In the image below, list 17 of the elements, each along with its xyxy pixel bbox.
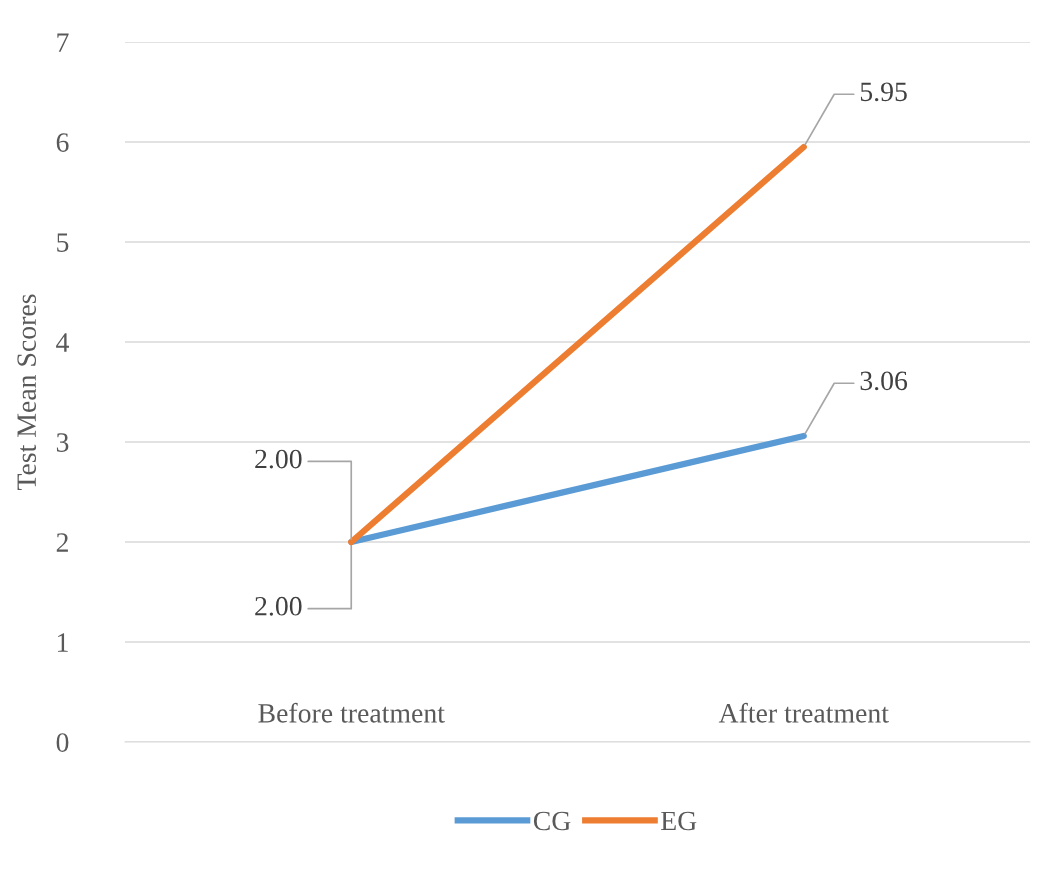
- data-label: 2.00: [255, 449, 302, 469]
- y-tick-label: 6: [56, 133, 69, 152]
- y-tick-label: 2: [56, 533, 68, 552]
- data-label: 3.06: [860, 371, 908, 391]
- y-tick-label: 3: [56, 433, 69, 452]
- data-label: 5.95: [860, 82, 907, 102]
- y-axis-title: Test Mean Scores: [17, 294, 37, 491]
- x-tick-label: After treatment: [718, 702, 889, 723]
- x-tick-label: Before treatment: [258, 702, 445, 723]
- legend-label: EG: [661, 811, 697, 831]
- y-tick-label: 5: [57, 233, 69, 252]
- y-tick-label: 0: [56, 733, 69, 752]
- legend-label: CG: [533, 811, 571, 831]
- y-tick-label: 7: [57, 33, 69, 52]
- y-tick-label: 4: [56, 333, 70, 352]
- data-label: 2.00: [255, 596, 302, 616]
- y-tick-label: 1: [58, 633, 68, 652]
